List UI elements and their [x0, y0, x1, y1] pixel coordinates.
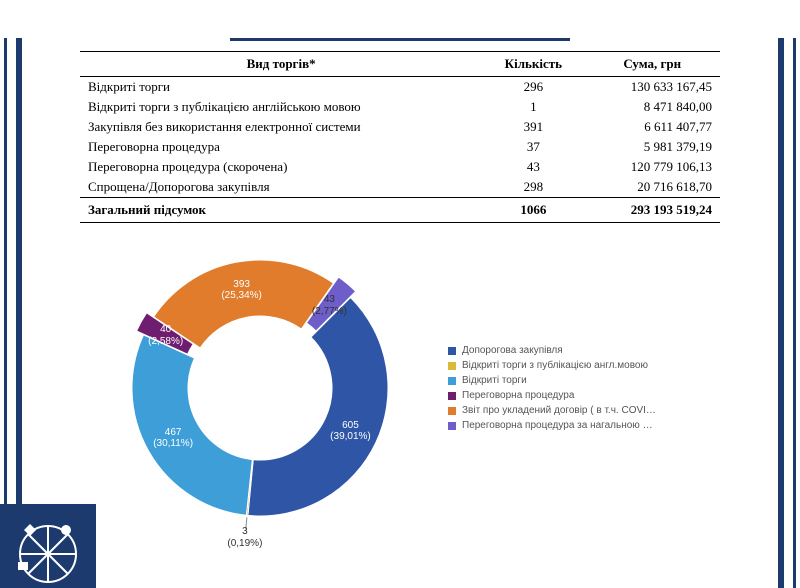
cell-sum: 5 981 379,19 [584, 137, 720, 157]
legend-swatch [448, 407, 456, 415]
cell-qty: 1 [482, 97, 584, 117]
legend-item: Допорогова закупівля [448, 345, 656, 356]
legend-item: Звіт про укладений договір ( в т.ч. COVI… [448, 405, 656, 416]
cell-qty: 296 [482, 77, 584, 98]
cell-qty: 298 [482, 177, 584, 198]
table-row: Переговорна процедура (скорочена)43120 7… [80, 157, 720, 177]
legend-swatch [448, 377, 456, 385]
header-divider [230, 38, 570, 41]
legend-item: Переговорна процедура [448, 390, 656, 401]
legend-label: Відкриті торги [462, 375, 527, 386]
table-row: Закупівля без використання електронної с… [80, 117, 720, 137]
col-header-sum: Сума, грн [584, 52, 720, 77]
cell-sum: 20 716 618,70 [584, 177, 720, 198]
cell-type: Переговорна процедура [80, 137, 482, 157]
table-row: Відкриті торги з публікацією англійською… [80, 97, 720, 117]
cell-type: Спрощена/Допорогова закупівля [80, 177, 482, 198]
cell-sum: 6 611 407,77 [584, 117, 720, 137]
cell-sum: 8 471 840,00 [584, 97, 720, 117]
legend-item: Переговорна процедура за нагальною … [448, 420, 656, 431]
chart-legend: Допорогова закупівля Відкриті торги з пуб… [448, 341, 656, 435]
table-row: Переговорна процедура375 981 379,19 [80, 137, 720, 157]
cell-qty: 37 [482, 137, 584, 157]
cell-type: Відкриті торги [80, 77, 482, 98]
cell-sum: 120 779 106,13 [584, 157, 720, 177]
table-row: Спрощена/Допорогова закупівля29820 716 6… [80, 177, 720, 198]
total-qty: 1066 [482, 198, 584, 223]
donut-slice [132, 335, 252, 515]
legend-label: Відкриті торги з публікацією англ.мовою [462, 360, 648, 371]
donut-chart: 605(39,01%)3(0,19%)467(30,11%)40(2,58%)3… [100, 233, 420, 543]
logo-icon [0, 504, 96, 588]
cell-type: Відкриті торги з публікацією англійською… [80, 97, 482, 117]
legend-label: Переговорна процедура [462, 390, 574, 401]
cell-sum: 130 633 167,45 [584, 77, 720, 98]
col-header-qty: Кількість [482, 52, 584, 77]
procurement-table: Вид торгів* Кількість Сума, грн Відкриті… [80, 51, 720, 223]
donut-slice [248, 297, 388, 516]
legend-item: Відкриті торги з публікацією англ.мовою [448, 360, 656, 371]
legend-label: Переговорна процедура за нагальною … [462, 420, 653, 431]
cell-type: Переговорна процедура (скорочена) [80, 157, 482, 177]
donut-slice [154, 260, 334, 348]
total-sum: 293 193 519,24 [584, 198, 720, 223]
legend-swatch [448, 347, 456, 355]
cell-qty: 391 [482, 117, 584, 137]
legend-swatch [448, 392, 456, 400]
cell-type: Закупівля без використання електронної с… [80, 117, 482, 137]
legend-swatch [448, 362, 456, 370]
legend-swatch [448, 422, 456, 430]
table-total-row: Загальний підсумок 1066 293 193 519,24 [80, 198, 720, 223]
legend-item: Відкриті торги [448, 375, 656, 386]
total-label: Загальний підсумок [80, 198, 482, 223]
chart-area: 605(39,01%)3(0,19%)467(30,11%)40(2,58%)3… [40, 233, 760, 543]
col-header-type: Вид торгів* [80, 52, 482, 77]
content-area: Вид торгів* Кількість Сума, грн Відкриті… [0, 51, 800, 543]
table-row: Відкриті торги296130 633 167,45 [80, 77, 720, 98]
legend-label: Допорогова закупівля [462, 345, 563, 356]
cell-qty: 43 [482, 157, 584, 177]
legend-label: Звіт про укладений договір ( в т.ч. COVI… [462, 405, 656, 416]
